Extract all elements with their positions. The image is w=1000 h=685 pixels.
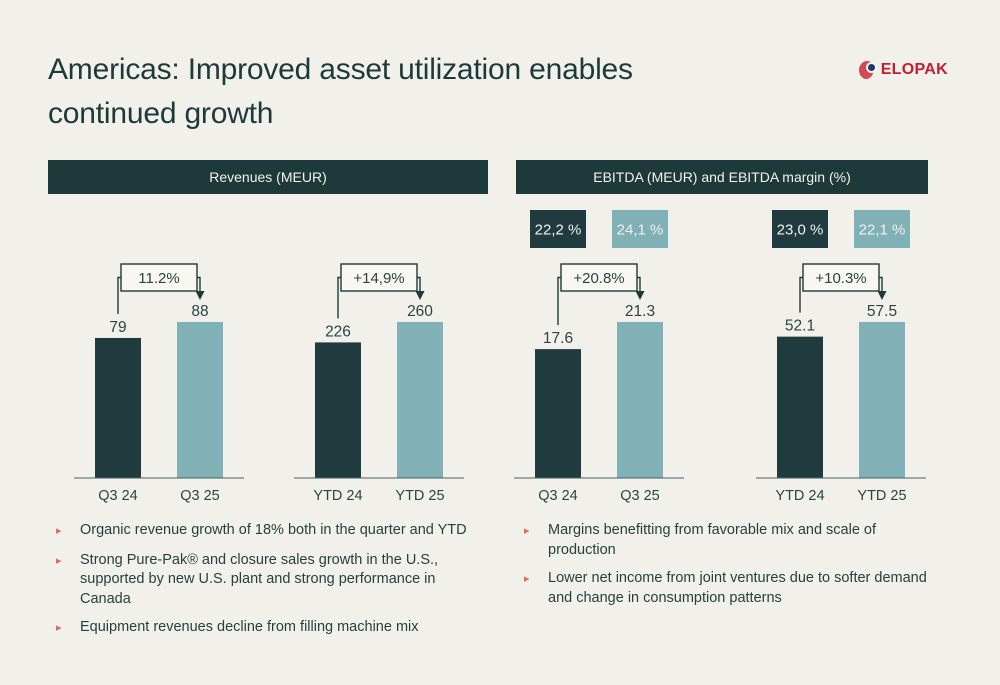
bar-chart-svg: +14,9% 226 260 YTD 24 YTD 25 [294, 263, 464, 504]
elopak-logo-text: ELOPAK [880, 60, 948, 78]
category-label: YTD 25 [395, 488, 444, 504]
bar-chart-group-3: 23,0 % 22,1 % +10.3% 52.1 57.5 YTD 24 YTD 25 [748, 195, 938, 510]
connector-line-right [417, 276, 421, 292]
delta-callout-label: +20.8% [573, 270, 624, 287]
bar-prior-period [535, 349, 581, 478]
bullet-text: Strong Pure-Pak® and closure sales growt… [80, 551, 439, 607]
margin-badge [530, 210, 586, 248]
margin-badge-label: 22,1 % [859, 222, 906, 239]
bar-current-period [177, 322, 223, 478]
bar-value-label: 17.6 [543, 330, 573, 347]
connector-line-right [637, 276, 641, 292]
bar-prior-period [95, 337, 141, 478]
bar-current-period [397, 322, 443, 478]
bar-value-label: 226 [325, 323, 351, 340]
logo-globe-dot [865, 62, 877, 73]
elopak-logo-icon [858, 60, 877, 79]
category-label: YTD 24 [313, 488, 362, 504]
bullet-arrow-icon: ▸ [524, 525, 530, 537]
bullet-arrow-icon: ▸ [56, 622, 62, 634]
bar-prior-period [315, 342, 361, 478]
category-label: YTD 24 [775, 488, 824, 504]
arrow-down-icon [635, 291, 645, 300]
bullet-text: Lower net income from joint ventures due… [548, 570, 927, 606]
delta-callout-box [560, 263, 638, 292]
banner-revenues-label: Revenues (MEUR) [209, 169, 327, 185]
margin-badge-label: 22,2 % [535, 222, 582, 239]
connector-line-left [557, 276, 561, 326]
bar-chart-group-2: 22,2 % 24,1 % +20.8% 17.6 21.3 Q3 24 Q3 25 [506, 195, 696, 510]
bullet-text: Margins benefitting from favorable mix a… [548, 522, 877, 558]
bar-prior-period [777, 336, 823, 478]
category-label: Q3 25 [180, 488, 220, 504]
bar-chart-group-0: 11.2% 79 88 Q3 24 Q3 25 [66, 195, 256, 510]
bar-chart-svg: 23,0 % 22,1 % +10.3% 52.1 57.5 YTD 24 YTD 25 [756, 210, 926, 504]
connector-line-right [197, 276, 201, 292]
delta-callout-box [120, 263, 198, 292]
bullet-text: Equipment revenues decline from filling … [80, 619, 419, 635]
bullet-item: ▸ Strong Pure-Pak® and closure sales grow… [56, 551, 488, 610]
bar-value-label: 57.5 [867, 303, 897, 320]
margin-badge-label: 24,1 % [617, 222, 664, 239]
revenues-bullet-list: ▸ Organic revenue growth of 18% both in t… [56, 521, 488, 648]
bar-value-label: 21.3 [625, 303, 655, 320]
delta-callout-label: 11.2% [138, 270, 179, 287]
margin-badge [772, 210, 828, 248]
connector-line-left [799, 276, 803, 313]
section-banner-revenues: Revenues (MEUR) [48, 160, 488, 194]
bullet-item: ▸ Organic revenue growth of 18% both in t… [56, 521, 488, 542]
category-label: YTD 25 [857, 488, 906, 504]
bar-current-period [617, 322, 663, 478]
category-label: Q3 25 [620, 488, 660, 504]
delta-callout-label: +10.3% [815, 270, 866, 287]
bullet-arrow-icon: ▸ [56, 525, 62, 537]
margin-badge-label: 23,0 % [777, 222, 824, 239]
delta-callout-box [340, 263, 418, 292]
bullet-item: ▸ Equipment revenues decline from filling… [56, 618, 488, 639]
connector-line-left [117, 276, 121, 314]
bullet-arrow-icon: ▸ [524, 573, 530, 585]
elopak-logo: ELOPAK [858, 60, 948, 79]
bar-value-label: 52.1 [785, 318, 815, 335]
category-label: Q3 24 [98, 488, 138, 504]
margin-badge [854, 210, 910, 248]
banner-ebitda-label: EBITDA (MEUR) and EBITDA margin (%) [593, 169, 851, 185]
bullet-item: ▸ Lower net income from joint ventures du… [524, 569, 944, 608]
bullet-arrow-icon: ▸ [56, 554, 62, 567]
bar-chart-svg: 22,2 % 24,1 % +20.8% 17.6 21.3 Q3 24 Q3 25 [514, 210, 684, 504]
bar-value-label: 88 [191, 303, 208, 320]
bar-value-label: 79 [109, 319, 126, 336]
section-banner-ebitda: EBITDA (MEUR) and EBITDA margin (%) [516, 160, 928, 194]
margin-badge [612, 210, 668, 248]
bar-current-period [859, 322, 905, 478]
connector-line-left [337, 276, 341, 319]
bullet-text: Organic revenue growth of 18% both in th… [80, 522, 467, 538]
delta-callout-box [802, 263, 880, 292]
bar-chart-svg: 11.2% 79 88 Q3 24 Q3 25 [74, 263, 244, 504]
arrow-down-icon [415, 291, 425, 300]
bar-chart-group-1: +14,9% 226 260 YTD 24 YTD 25 [286, 195, 476, 510]
delta-callout-label: +14,9% [353, 270, 404, 287]
connector-line-right [879, 276, 883, 292]
bar-value-label: 260 [407, 303, 433, 320]
arrow-down-icon [195, 291, 205, 300]
ebitda-bullet-list: ▸ Margins benefitting from favorable mix … [524, 521, 944, 617]
arrow-down-icon [877, 291, 887, 300]
bullet-item: ▸ Margins benefitting from favorable mix … [524, 521, 944, 560]
category-label: Q3 24 [538, 488, 578, 504]
page-title: Americas: Improved asset utilization ena… [48, 53, 633, 130]
